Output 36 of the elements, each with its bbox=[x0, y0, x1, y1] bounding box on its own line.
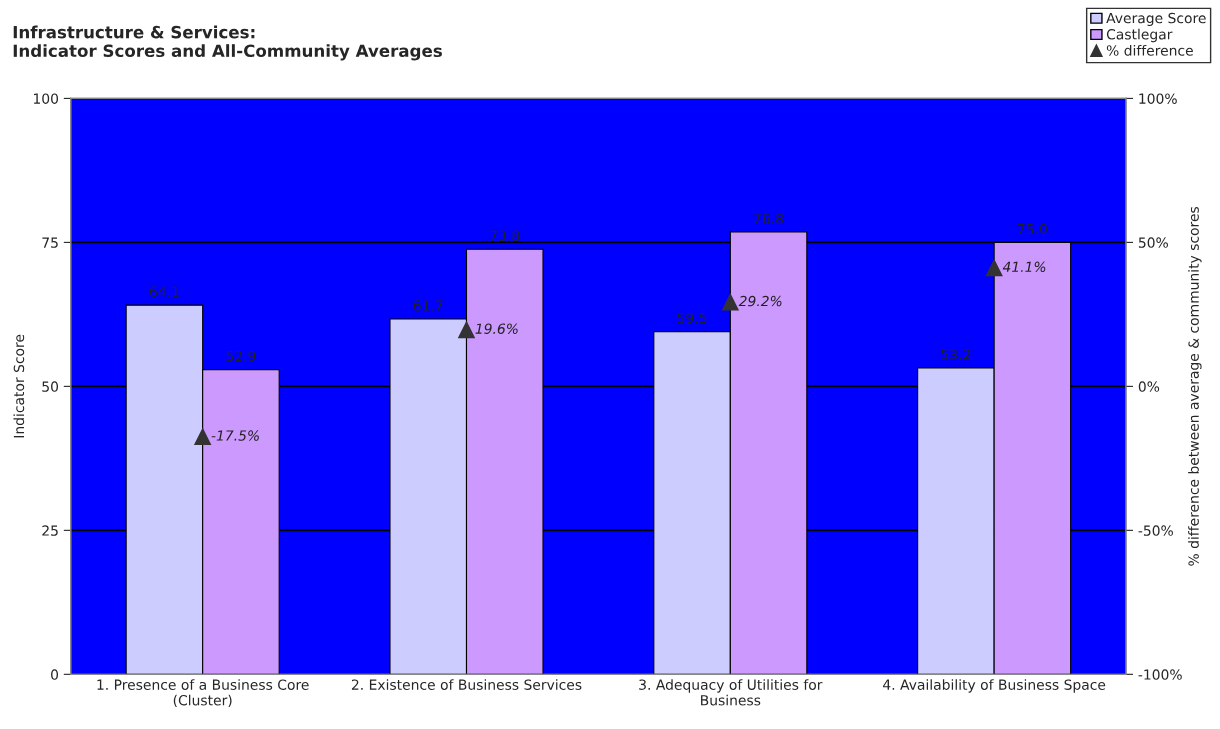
x-tick-label: 2. Existence of Business Services bbox=[351, 679, 582, 690]
y-axis-title: Indicator Score bbox=[13, 334, 25, 438]
legend-label: % difference bbox=[1106, 45, 1193, 56]
data-label: -17.5% bbox=[211, 430, 259, 441]
y2-tick-label: -50% bbox=[1138, 525, 1173, 536]
data-label: 29.2% bbox=[738, 295, 782, 307]
y-tick-label: 50 bbox=[42, 381, 59, 392]
y-tick-label: 0 bbox=[51, 669, 59, 680]
y2-tick-label: 100% bbox=[1139, 93, 1177, 104]
data-label: 76.8 bbox=[754, 213, 784, 224]
point bbox=[194, 428, 212, 446]
data-label: 41.1% bbox=[1002, 261, 1046, 273]
y-tick-label: 100 bbox=[33, 93, 59, 104]
data-label: 53.2 bbox=[941, 349, 970, 360]
data-label: 64.1 bbox=[149, 286, 179, 297]
y-tick-label: 75 bbox=[42, 237, 58, 248]
data-label: 61.7 bbox=[413, 300, 443, 311]
y2-tick-label: 50% bbox=[1138, 237, 1168, 248]
data-label: 59.5 bbox=[677, 312, 707, 324]
y2-tick-label: -100% bbox=[1138, 669, 1182, 680]
point bbox=[985, 259, 1003, 277]
data-label: 75.0 bbox=[1018, 223, 1047, 235]
chart-title: Infrastructure & Services: Indicator Scores and All-Community Averages bbox=[13, 25, 442, 61]
x-tick-label: 3. Adequacy of Utilities for Business bbox=[639, 679, 823, 706]
x-tick-label: 1. Presence of a Business Core (Cluster) bbox=[97, 679, 309, 708]
y2-tick-label: 0% bbox=[1138, 381, 1160, 392]
y-tick-label: 25 bbox=[42, 525, 58, 536]
y2-axis-title: % difference between average & community scores bbox=[1188, 206, 1202, 566]
data-label: 52.9 bbox=[226, 350, 256, 362]
point bbox=[721, 293, 739, 311]
data-label: 19.6% bbox=[475, 323, 518, 334]
legend-label: Average Score bbox=[1106, 12, 1206, 27]
legend-label: Castlegar bbox=[1106, 28, 1173, 43]
data-label: 73.8 bbox=[490, 230, 520, 242]
point bbox=[458, 321, 475, 339]
x-tick-label: 4. Availability of Business Space bbox=[883, 679, 1106, 693]
